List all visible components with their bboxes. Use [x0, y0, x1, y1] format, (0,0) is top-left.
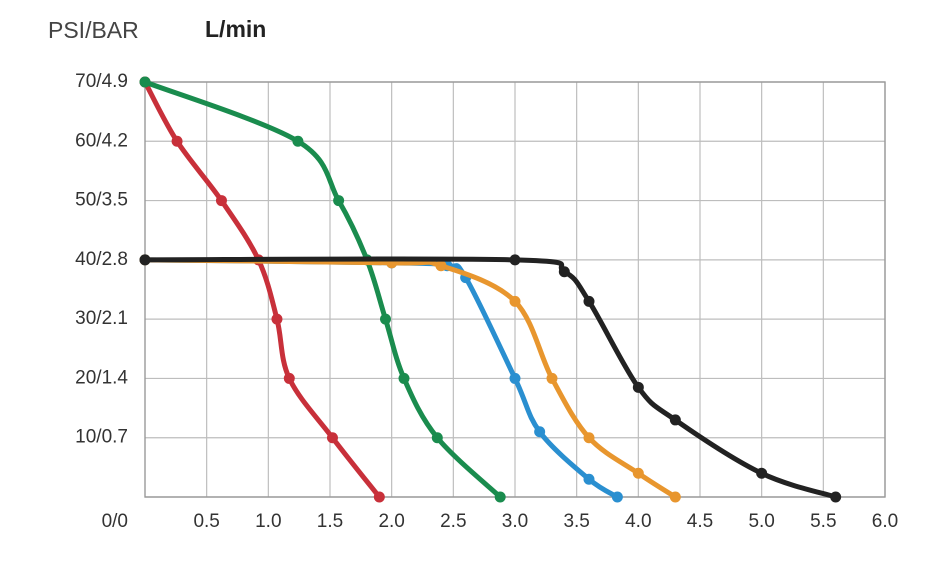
x-tick-label: 2.0	[378, 511, 404, 532]
data-point	[669, 414, 681, 426]
y-tick-label: 20/1.4	[75, 367, 128, 388]
data-point	[546, 372, 558, 384]
data-point	[583, 432, 595, 444]
data-point	[632, 381, 644, 393]
data-point	[292, 135, 304, 147]
data-point	[271, 313, 283, 325]
y-tick-label: 60/4.2	[75, 130, 128, 151]
data-point	[139, 254, 151, 266]
data-point	[509, 295, 521, 307]
y-tick-label: 10/0.7	[75, 427, 128, 448]
data-point	[373, 491, 385, 503]
data-point	[583, 295, 595, 307]
data-point	[830, 491, 842, 503]
x-tick-label: 2.5	[440, 511, 466, 532]
x-tick-label: 0.5	[193, 511, 219, 532]
y-tick-label: 70/4.9	[75, 71, 128, 92]
x-tick-label: 5.0	[748, 511, 774, 532]
data-point	[326, 432, 338, 444]
x-tick-label: 4.5	[687, 511, 713, 532]
data-point	[611, 491, 623, 503]
y-tick-label: 30/2.1	[75, 308, 128, 329]
x-tick-label: 3.5	[563, 511, 589, 532]
data-point	[431, 432, 443, 444]
x-tick-label: 6.0	[872, 511, 898, 532]
data-point	[283, 372, 295, 384]
data-point	[583, 473, 595, 485]
x-tick-label: 3.0	[502, 511, 528, 532]
data-point	[398, 372, 410, 384]
x-tick-label: 1.5	[317, 511, 343, 532]
x-tick-label: 4.0	[625, 511, 651, 532]
data-point	[139, 76, 151, 88]
series-line	[142, 79, 503, 500]
data-point	[558, 266, 570, 278]
x-tick-label: 5.5	[810, 511, 836, 532]
data-point	[215, 195, 227, 207]
data-point	[534, 426, 546, 438]
data-point	[435, 260, 447, 272]
y-tick-label: 40/2.8	[75, 249, 128, 270]
x-tick-label: 1.0	[255, 511, 281, 532]
data-point	[494, 491, 506, 503]
data-point	[171, 135, 183, 147]
x-axis-label: L/min	[205, 16, 266, 42]
y-axis-label: PSI/BAR	[48, 17, 139, 43]
data-point	[669, 491, 681, 503]
data-point	[756, 467, 768, 479]
data-point	[333, 195, 345, 207]
y-tick-label: 0/0	[102, 511, 128, 532]
data-point	[632, 467, 644, 479]
data-point	[509, 372, 521, 384]
data-point	[509, 254, 521, 266]
data-point	[380, 313, 391, 325]
y-tick-label: 50/3.5	[75, 190, 128, 211]
plot-frame	[144, 81, 886, 498]
